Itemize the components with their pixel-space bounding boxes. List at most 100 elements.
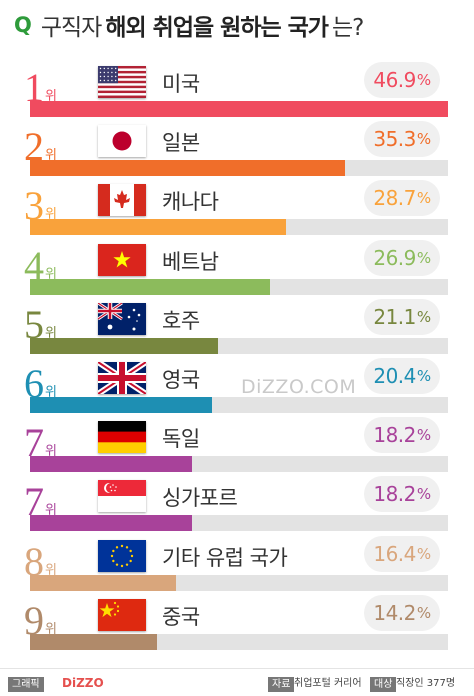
value-label: 18.2 <box>373 482 416 507</box>
bar-track <box>30 337 448 354</box>
bar <box>30 574 177 591</box>
category-label: 캐나다 <box>162 190 219 215</box>
flag-vietnam-icon <box>98 243 146 276</box>
footer-source-tag: 자료 <box>268 677 295 692</box>
category-label: 기타 유럽 국가 <box>162 545 288 570</box>
rank-suffix: 위 <box>45 148 57 164</box>
rank-suffix: 위 <box>45 207 57 223</box>
value-label: 35.3 <box>373 127 416 152</box>
value-unit: % <box>416 248 431 267</box>
value-badge: 46.9% <box>364 62 440 98</box>
rank-suffix: 위 <box>45 444 57 460</box>
value-label: 14.2 <box>373 600 416 625</box>
value-label: 20.4 <box>373 364 416 388</box>
rank-suffix: 위 <box>45 325 57 341</box>
bar <box>30 456 193 473</box>
flag-australia-icon <box>98 302 146 335</box>
bar-row: 4 위 베트남 26.9% <box>0 238 474 298</box>
value-badge: 18.2% <box>364 476 440 513</box>
bar <box>30 337 219 354</box>
bar <box>30 219 286 236</box>
bar-track <box>30 101 448 117</box>
value-badge: 18.2% <box>364 417 440 454</box>
value-label: 28.7 <box>373 186 416 211</box>
value-unit: % <box>416 130 431 149</box>
rank-number: 6 <box>24 361 44 406</box>
value-badge: 35.3% <box>364 121 440 158</box>
rank-number: 1 <box>24 65 44 110</box>
bar-track <box>30 160 448 177</box>
value-badge: 28.7% <box>364 180 440 217</box>
title-post: 는? <box>331 15 364 41</box>
category-label: 영국 <box>162 368 200 392</box>
value-badge: 14.2% <box>364 594 440 631</box>
rank-suffix: 위 <box>45 503 57 519</box>
bar-track <box>30 515 448 532</box>
value-unit: % <box>416 367 431 385</box>
bar-row: 7 위 싱가포르 18.2% <box>0 474 474 534</box>
title-q-mark: Q <box>14 13 32 37</box>
category-label: 미국 <box>162 72 200 96</box>
bar-row: 3 위 캐나다 28.7% <box>0 178 474 238</box>
bar <box>30 160 345 177</box>
bar-row: 8 위 기타 유럽 국가 16.4% <box>0 534 474 594</box>
bar-row: 6 위 영국 20.4% <box>0 356 474 416</box>
rank-suffix: 위 <box>45 385 57 400</box>
title-highlight: 해외 취업을 원하는 국가 <box>105 15 329 41</box>
value-unit: % <box>416 426 431 445</box>
title-pre: 구직자 <box>40 15 102 41</box>
value-unit: % <box>416 485 431 504</box>
footer-target: 직장인 377명 <box>396 678 456 689</box>
value-unit: % <box>416 544 431 563</box>
bar <box>30 633 157 650</box>
rank-number: 7 <box>24 420 44 466</box>
category-label: 독일 <box>162 427 200 452</box>
rank-number: 5 <box>24 301 44 347</box>
rank-number: 4 <box>24 242 44 288</box>
value-badge: 26.9% <box>364 239 440 276</box>
bar-row: 5 위 호주 21.1% <box>0 297 474 357</box>
bar-row: 9 위 중국 14.2% <box>0 593 474 653</box>
rank-number: 3 <box>24 183 44 229</box>
value-unit: % <box>416 603 431 622</box>
category-label: 호주 <box>162 308 200 333</box>
value-label: 16.4 <box>373 541 416 566</box>
value-label: 18.2 <box>373 423 416 448</box>
category-label: 베트남 <box>162 249 219 274</box>
category-label: 중국 <box>162 604 200 629</box>
bar-track <box>30 397 448 413</box>
rank-suffix: 위 <box>45 89 57 104</box>
bar-row: 2 위 일본 35.3% <box>0 119 474 179</box>
bar-row: 7 위 독일 18.2% <box>0 415 474 475</box>
rank-number: 9 <box>24 597 44 643</box>
footer-source: 취업포털 커리어 <box>294 678 362 689</box>
bar-track <box>30 574 448 591</box>
bar-track <box>30 456 448 473</box>
rank-suffix: 위 <box>45 621 57 637</box>
value-badge: 21.1% <box>364 298 440 335</box>
bar <box>30 278 270 295</box>
value-label: 21.1 <box>373 304 416 329</box>
flag-uk-icon <box>98 362 146 394</box>
rank-number: 2 <box>24 124 44 170</box>
bar <box>30 515 193 532</box>
flag-germany-icon <box>98 421 146 454</box>
footer-brand-logo: DiZZO <box>62 676 104 690</box>
flag-singapore-icon <box>98 480 146 513</box>
flag-japan-icon <box>98 125 146 158</box>
flag-canada-icon <box>98 184 146 217</box>
value-unit: % <box>416 71 431 89</box>
category-label: 싱가포르 <box>162 486 238 511</box>
flag-usa-icon <box>98 66 146 98</box>
watermark: DiZZO.COM <box>241 376 357 398</box>
footer-target-tag: 대상 <box>370 677 397 692</box>
value-unit: % <box>416 189 431 208</box>
